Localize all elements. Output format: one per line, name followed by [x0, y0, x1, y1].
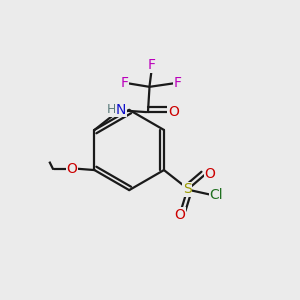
Text: F: F: [174, 76, 182, 90]
Text: O: O: [67, 162, 78, 176]
Text: S: S: [183, 182, 191, 197]
Text: Cl: Cl: [209, 188, 223, 202]
Text: O: O: [168, 105, 179, 119]
Text: F: F: [120, 76, 128, 90]
Text: H: H: [107, 103, 116, 116]
Text: F: F: [148, 58, 156, 72]
Text: N: N: [116, 103, 126, 117]
Text: O: O: [204, 167, 215, 181]
Text: O: O: [174, 208, 185, 222]
